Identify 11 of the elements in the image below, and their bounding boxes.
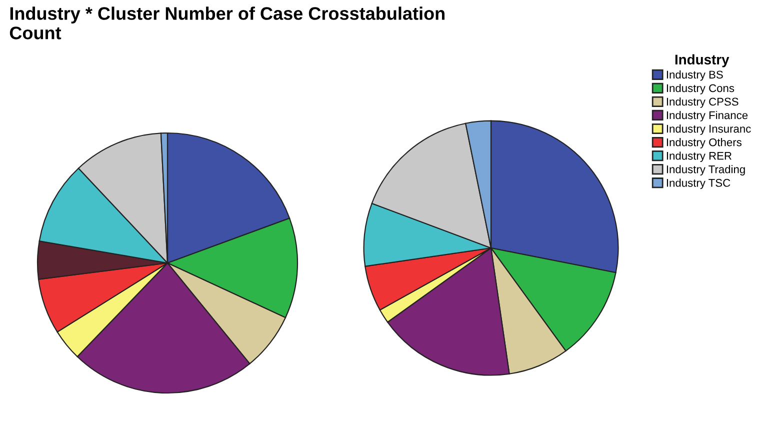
legend-label: Industry CPSS bbox=[666, 97, 738, 108]
chart-title: Industry * Cluster Number of Case Crosstabulation Count bbox=[10, 6, 444, 40]
legend-label: Industry Finance bbox=[666, 111, 748, 122]
legend-label: Industry Cons bbox=[666, 84, 734, 94]
legend-label: Industry RER bbox=[666, 152, 732, 162]
legend-title: Industry bbox=[675, 54, 730, 68]
legend-label: Industry Insuranc bbox=[666, 124, 751, 135]
legend-label: Industry TSC bbox=[666, 178, 730, 189]
legend-label: Industry Others bbox=[666, 138, 742, 148]
legend-label: Industry Trading bbox=[666, 165, 745, 176]
legend-label: Industry BS bbox=[666, 70, 723, 81]
